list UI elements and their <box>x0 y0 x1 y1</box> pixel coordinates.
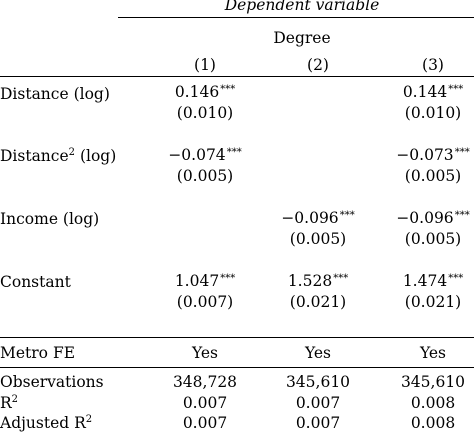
row-label: Distance2 (log) <box>0 146 117 165</box>
coef-value: −0.096 <box>396 209 454 227</box>
label-superscript: 2 <box>11 393 19 405</box>
dependent-name: Degree <box>273 29 331 47</box>
row-label: Income (log) <box>0 210 100 228</box>
significance-stars: *** <box>226 147 242 158</box>
stat-value: 0.008 <box>410 394 456 412</box>
coef-cell: 1.528*** <box>287 272 349 290</box>
row-label: Distance (log) <box>0 85 110 103</box>
column-header-1: (1) <box>194 56 216 74</box>
section-rule-1 <box>0 337 474 338</box>
significance-stars: *** <box>448 84 464 95</box>
coef-value: 1.047 <box>174 272 220 290</box>
coef-value: 1.528 <box>287 272 333 290</box>
stat-value: 345,610 <box>400 373 466 391</box>
se-value: (0.007) <box>176 293 234 311</box>
significance-stars: *** <box>448 273 464 284</box>
significance-stars: *** <box>220 84 236 95</box>
significance-stars: *** <box>339 210 355 221</box>
significance-stars: *** <box>454 147 470 158</box>
fe-value: Yes <box>419 344 447 362</box>
coef-value: −0.074 <box>168 146 226 164</box>
se-value: (0.005) <box>176 167 234 185</box>
row-label: Constant <box>0 273 71 291</box>
coef-cell: −0.073*** <box>396 146 470 164</box>
label-superscript: 2 <box>85 413 93 425</box>
row-label: Observations <box>0 373 104 391</box>
stat-value: 348,728 <box>172 373 238 391</box>
coef-cell: 0.144*** <box>402 83 464 101</box>
significance-stars: *** <box>333 273 349 284</box>
se-value: (0.021) <box>289 293 347 311</box>
stat-value: 0.007 <box>295 414 341 432</box>
coef-cell: 1.047*** <box>174 272 236 290</box>
stat-value: 0.008 <box>410 414 456 432</box>
se-value: (0.005) <box>404 230 462 248</box>
coef-cell: −0.096*** <box>396 209 470 227</box>
coef-cell: −0.074*** <box>168 146 242 164</box>
stat-value: 0.007 <box>182 414 228 432</box>
se-value: (0.021) <box>404 293 462 311</box>
coef-cell: 1.474*** <box>402 272 464 290</box>
se-value: (0.010) <box>404 104 462 122</box>
row-label: R2 <box>0 393 19 412</box>
stat-value: 345,610 <box>285 373 351 391</box>
significance-stars: *** <box>454 210 470 221</box>
se-value: (0.005) <box>404 167 462 185</box>
se-value: (0.005) <box>289 230 347 248</box>
column-header-2: (2) <box>307 56 329 74</box>
stat-value: 0.007 <box>295 394 341 412</box>
row-label: Metro FE <box>0 344 76 362</box>
coef-value: −0.073 <box>396 146 454 164</box>
header-rule-top <box>118 17 474 18</box>
dependent-variable-caption: Dependent variable <box>224 0 380 14</box>
row-label: Adjusted R2 <box>0 413 93 432</box>
coef-cell: 0.146*** <box>174 83 236 101</box>
header-rule-bottom <box>0 76 474 77</box>
coef-value: 0.144 <box>402 83 448 101</box>
coef-value: −0.096 <box>281 209 339 227</box>
label-superscript: 2 <box>68 146 76 158</box>
se-value: (0.010) <box>176 104 234 122</box>
stat-value: 0.007 <box>182 394 228 412</box>
coef-cell: −0.096*** <box>281 209 355 227</box>
fe-value: Yes <box>304 344 332 362</box>
coef-value: 0.146 <box>174 83 220 101</box>
column-header-3: (3) <box>422 56 444 74</box>
significance-stars: *** <box>220 273 236 284</box>
section-rule-2 <box>0 367 474 368</box>
coef-value: 1.474 <box>402 272 448 290</box>
fe-value: Yes <box>191 344 219 362</box>
